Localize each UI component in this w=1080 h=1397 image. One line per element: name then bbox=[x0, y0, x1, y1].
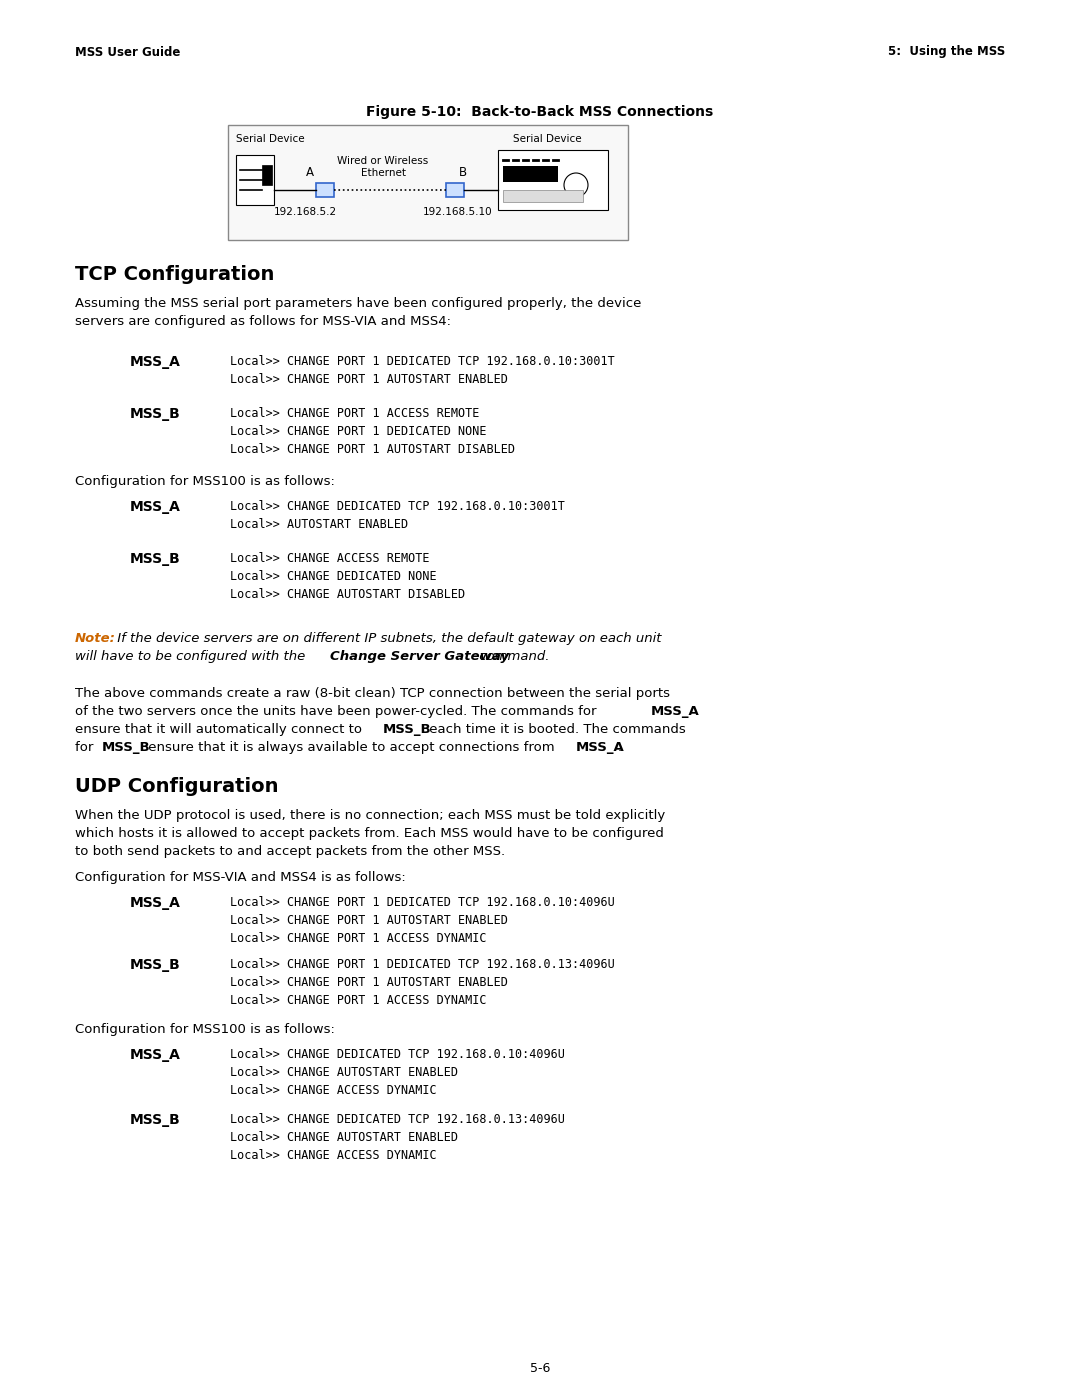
Text: MSS_A: MSS_A bbox=[576, 740, 624, 754]
Text: MSS_B: MSS_B bbox=[102, 740, 150, 754]
Text: Change Server Gateway: Change Server Gateway bbox=[330, 650, 509, 664]
Text: MSS_B: MSS_B bbox=[383, 724, 432, 736]
Text: Local>> CHANGE AUTOSTART DISABLED: Local>> CHANGE AUTOSTART DISABLED bbox=[230, 588, 465, 601]
Text: Local>> CHANGE AUTOSTART ENABLED: Local>> CHANGE AUTOSTART ENABLED bbox=[230, 1066, 458, 1078]
Circle shape bbox=[564, 173, 588, 197]
FancyBboxPatch shape bbox=[228, 124, 627, 240]
Text: MSS User Guide: MSS User Guide bbox=[75, 46, 180, 59]
Text: Local>> CHANGE ACCESS REMOTE: Local>> CHANGE ACCESS REMOTE bbox=[230, 552, 430, 564]
Text: MSS_A: MSS_A bbox=[130, 500, 180, 514]
Text: The above commands create a raw (8-bit clean) TCP connection between the serial : The above commands create a raw (8-bit c… bbox=[75, 687, 670, 718]
Text: Local>> CHANGE ACCESS DYNAMIC: Local>> CHANGE ACCESS DYNAMIC bbox=[230, 1084, 436, 1097]
Text: ensure that it is always available to accept connections from: ensure that it is always available to ac… bbox=[144, 740, 558, 754]
Text: MSS_A: MSS_A bbox=[130, 1048, 180, 1062]
Text: 5:  Using the MSS: 5: Using the MSS bbox=[888, 46, 1005, 59]
Text: Local>> CHANGE PORT 1 ACCESS DYNAMIC: Local>> CHANGE PORT 1 ACCESS DYNAMIC bbox=[230, 995, 486, 1007]
Text: B: B bbox=[459, 165, 467, 179]
FancyBboxPatch shape bbox=[446, 183, 464, 197]
FancyBboxPatch shape bbox=[503, 166, 558, 182]
Text: Note:: Note: bbox=[75, 631, 116, 645]
Text: When the UDP protocol is used, there is no connection; each MSS must be told exp: When the UDP protocol is used, there is … bbox=[75, 809, 665, 858]
Text: Local>> CHANGE DEDICATED TCP 192.168.0.10:4096U: Local>> CHANGE DEDICATED TCP 192.168.0.1… bbox=[230, 1048, 565, 1060]
Text: Local>> AUTOSTART ENABLED: Local>> AUTOSTART ENABLED bbox=[230, 518, 408, 531]
Text: Serial Device: Serial Device bbox=[237, 134, 305, 144]
Text: Local>> CHANGE PORT 1 DEDICATED TCP 192.168.0.10:4096U: Local>> CHANGE PORT 1 DEDICATED TCP 192.… bbox=[230, 895, 615, 909]
Text: Assuming the MSS serial port parameters have been configured properly, the devic: Assuming the MSS serial port parameters … bbox=[75, 298, 642, 328]
FancyBboxPatch shape bbox=[237, 155, 274, 205]
Text: Local>> CHANGE PORT 1 DEDICATED TCP 192.168.0.13:4096U: Local>> CHANGE PORT 1 DEDICATED TCP 192.… bbox=[230, 958, 615, 971]
Text: Local>> CHANGE PORT 1 ACCESS DYNAMIC: Local>> CHANGE PORT 1 ACCESS DYNAMIC bbox=[230, 932, 486, 944]
FancyBboxPatch shape bbox=[316, 183, 334, 197]
Text: If the device servers are on different IP subnets, the default gateway on each u: If the device servers are on different I… bbox=[113, 631, 661, 645]
Text: 5-6: 5-6 bbox=[530, 1362, 550, 1375]
Text: Local>> CHANGE PORT 1 AUTOSTART ENABLED: Local>> CHANGE PORT 1 AUTOSTART ENABLED bbox=[230, 977, 508, 989]
Text: Wired or Wireless
Ethernet: Wired or Wireless Ethernet bbox=[337, 156, 429, 177]
Text: Local>> CHANGE DEDICATED TCP 192.168.0.10:3001T: Local>> CHANGE DEDICATED TCP 192.168.0.1… bbox=[230, 500, 565, 513]
Text: Local>> CHANGE PORT 1 AUTOSTART ENABLED: Local>> CHANGE PORT 1 AUTOSTART ENABLED bbox=[230, 914, 508, 928]
Text: for: for bbox=[75, 740, 97, 754]
Text: ensure that it will automatically connect to: ensure that it will automatically connec… bbox=[75, 724, 366, 736]
Text: Local>> CHANGE AUTOSTART ENABLED: Local>> CHANGE AUTOSTART ENABLED bbox=[230, 1132, 458, 1144]
Text: Local>> CHANGE DEDICATED TCP 192.168.0.13:4096U: Local>> CHANGE DEDICATED TCP 192.168.0.1… bbox=[230, 1113, 565, 1126]
Text: MSS_B: MSS_B bbox=[130, 1113, 180, 1127]
Text: MSS_A: MSS_A bbox=[651, 705, 700, 718]
Text: 192.168.5.2: 192.168.5.2 bbox=[273, 207, 337, 217]
Text: MSS_B: MSS_B bbox=[130, 552, 180, 566]
Text: Configuration for MSS100 is as follows:: Configuration for MSS100 is as follows: bbox=[75, 475, 335, 488]
Text: Figure 5-10:  Back-to-Back MSS Connections: Figure 5-10: Back-to-Back MSS Connection… bbox=[366, 105, 714, 119]
Text: MSS_A: MSS_A bbox=[130, 895, 180, 909]
FancyBboxPatch shape bbox=[498, 149, 608, 210]
Text: A: A bbox=[306, 165, 314, 179]
Text: each time it is booted. The commands: each time it is booted. The commands bbox=[426, 724, 686, 736]
Text: Local>> CHANGE PORT 1 DEDICATED TCP 192.168.0.10:3001T: Local>> CHANGE PORT 1 DEDICATED TCP 192.… bbox=[230, 355, 615, 367]
Text: Local>> CHANGE PORT 1 ACCESS REMOTE: Local>> CHANGE PORT 1 ACCESS REMOTE bbox=[230, 407, 480, 420]
Text: will have to be configured with the: will have to be configured with the bbox=[75, 650, 310, 664]
Text: TCP Configuration: TCP Configuration bbox=[75, 265, 274, 284]
Text: Local>> CHANGE PORT 1 AUTOSTART DISABLED: Local>> CHANGE PORT 1 AUTOSTART DISABLED bbox=[230, 443, 515, 455]
FancyBboxPatch shape bbox=[262, 165, 272, 184]
Text: MSS_B: MSS_B bbox=[130, 958, 180, 972]
Text: UDP Configuration: UDP Configuration bbox=[75, 777, 279, 796]
Text: Local>> CHANGE PORT 1 DEDICATED NONE: Local>> CHANGE PORT 1 DEDICATED NONE bbox=[230, 425, 486, 439]
Text: 192.168.5.10: 192.168.5.10 bbox=[423, 207, 492, 217]
Text: Local>> CHANGE ACCESS DYNAMIC: Local>> CHANGE ACCESS DYNAMIC bbox=[230, 1148, 436, 1162]
Text: Configuration for MSS100 is as follows:: Configuration for MSS100 is as follows: bbox=[75, 1023, 335, 1037]
Text: MSS_A: MSS_A bbox=[130, 355, 180, 369]
Text: command.: command. bbox=[475, 650, 550, 664]
Text: MSS_B: MSS_B bbox=[130, 407, 180, 420]
Text: .: . bbox=[618, 740, 622, 754]
Text: Serial Device: Serial Device bbox=[513, 134, 582, 144]
FancyBboxPatch shape bbox=[503, 190, 583, 203]
Text: Local>> CHANGE DEDICATED NONE: Local>> CHANGE DEDICATED NONE bbox=[230, 570, 436, 583]
Text: Configuration for MSS-VIA and MSS4 is as follows:: Configuration for MSS-VIA and MSS4 is as… bbox=[75, 870, 406, 884]
Text: Local>> CHANGE PORT 1 AUTOSTART ENABLED: Local>> CHANGE PORT 1 AUTOSTART ENABLED bbox=[230, 373, 508, 386]
